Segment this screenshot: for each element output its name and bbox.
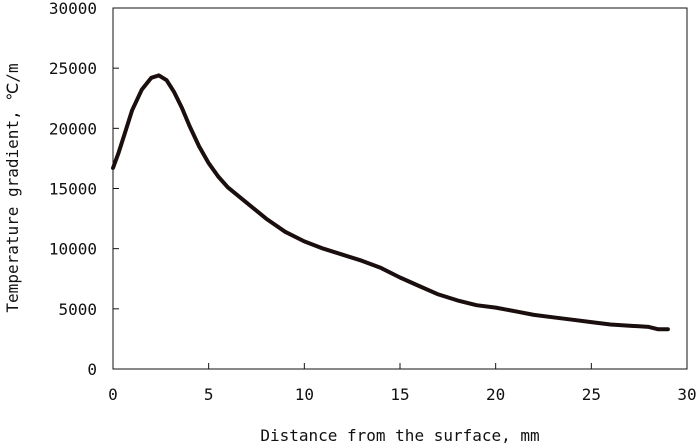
y-tick-label: 10000 xyxy=(49,240,97,259)
series-line-0 xyxy=(111,73,670,332)
y-axis-ticks: 0 5000 10000 15000 20000 25000 30000 xyxy=(49,0,119,379)
x-tick-label: 15 xyxy=(390,385,409,404)
x-tick-label: 30 xyxy=(677,385,696,404)
y-axis-title: Temperature gradient, ℃/m xyxy=(3,63,22,312)
x-axis-title: Distance from the surface, mm xyxy=(260,426,539,445)
x-tick-label: 0 xyxy=(108,385,118,404)
y-tick-label: 25000 xyxy=(49,59,97,78)
x-tick-label: 5 xyxy=(204,385,214,404)
x-tick-label: 25 xyxy=(582,385,601,404)
y-tick-label: 15000 xyxy=(49,180,97,199)
series-layer xyxy=(111,73,670,332)
x-tick-label: 10 xyxy=(295,385,314,404)
y-tick-label: 0 xyxy=(87,360,97,379)
x-axis-ticks: 0 5 10 15 20 25 30 xyxy=(108,363,697,404)
y-tick-label: 5000 xyxy=(58,300,97,319)
plot-frame xyxy=(112,7,688,370)
y-tick-label: 30000 xyxy=(49,0,97,18)
y-tick-label: 20000 xyxy=(49,119,97,138)
x-tick-label: 20 xyxy=(486,385,505,404)
